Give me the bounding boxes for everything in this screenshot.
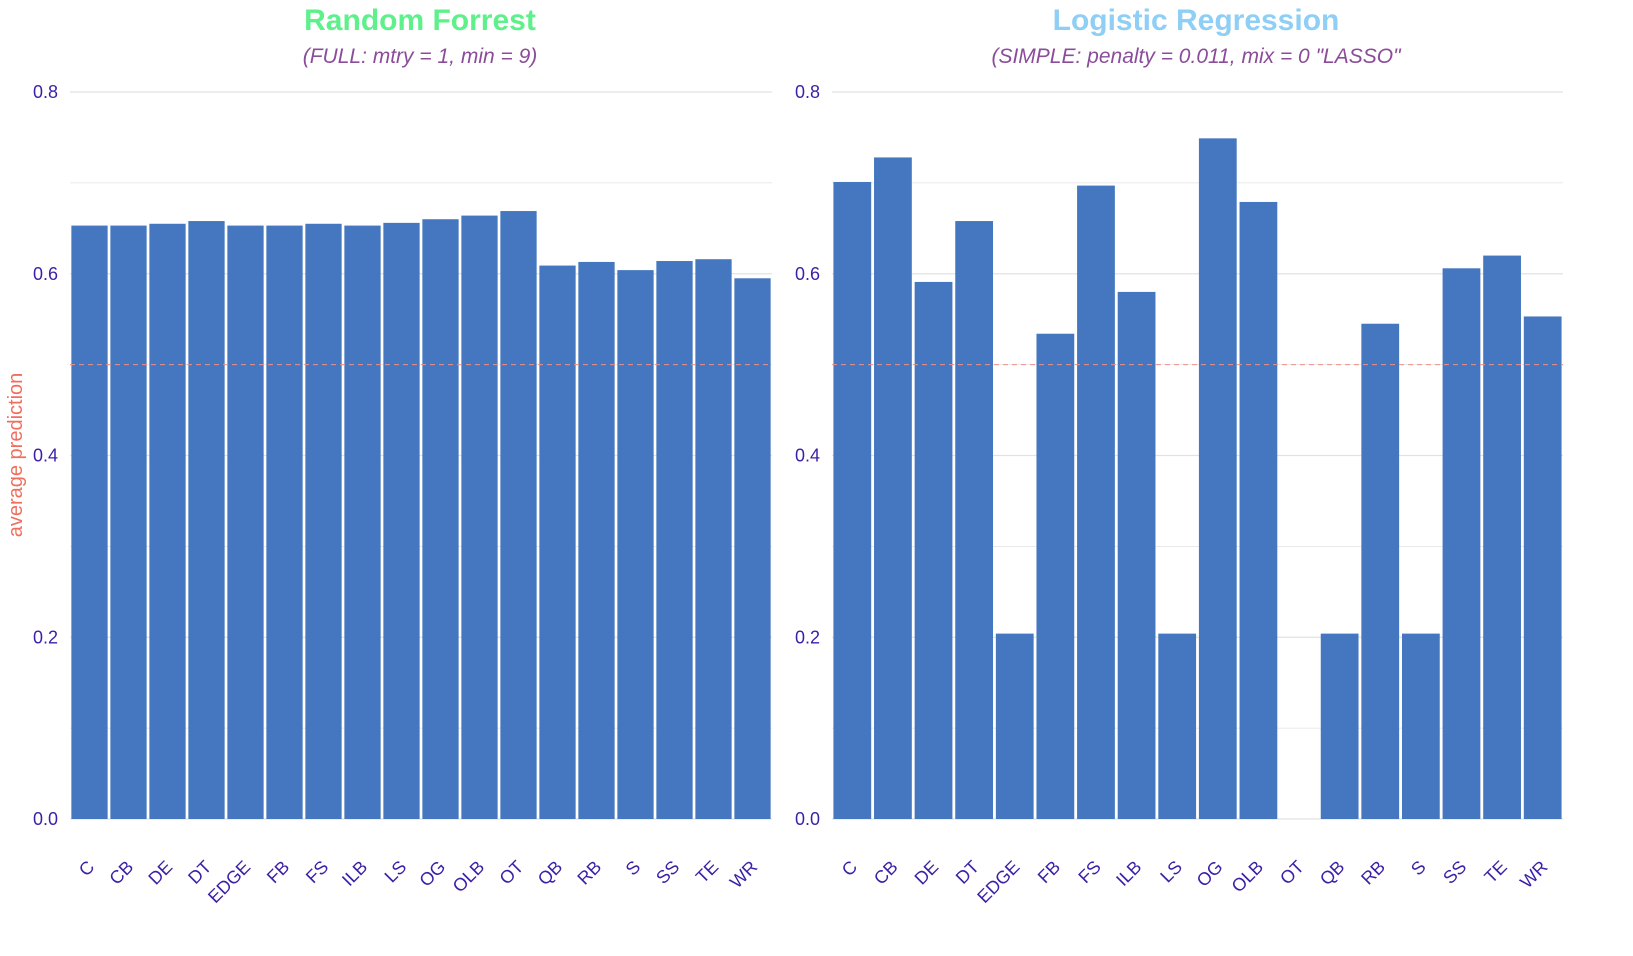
x-tick-label: OT [496,857,528,889]
bar-fs [1077,185,1115,819]
bar-wr [1523,316,1562,819]
bar-og [1198,138,1237,819]
bar-og [422,219,459,820]
x-tick-label: S [622,857,645,880]
bar-edge [227,225,264,819]
x-tick-label: CB [105,857,137,889]
y-tick-labels: 0.0 0.2 0.4 0.6 0.8 [795,82,820,829]
x-tick-label: SS [652,857,683,888]
bar-s [617,270,654,819]
x-tick-label: FS [1074,857,1104,887]
bar-ss [1442,268,1481,819]
bar-olb [461,215,498,820]
panel-logistic-regression: Logistic Regression (SIMPLE: penalty = 0… [795,4,1563,907]
bar-c [71,225,108,819]
x-tick-label: OLB [449,857,489,897]
x-tick-label: OT [1276,857,1308,889]
x-tick-label: QB [534,857,567,890]
panel-random-forrest: Random Forrest (FULL: mtry = 1, min = 9)… [33,4,772,907]
bar-te [1483,255,1521,819]
y-tick-label: 0.0 [795,809,820,829]
x-tick-label: C [838,857,861,880]
y-tick-label: 0.0 [33,809,58,829]
y-tick-label: 0.2 [33,627,58,647]
x-tick-label: S [1407,857,1430,880]
x-tick-label: OG [1193,857,1227,891]
bar-de [149,223,186,820]
bar-ilb [344,225,381,819]
x-tick-label: DE [911,857,943,889]
bar-ls [383,222,420,820]
x-tick-label: TE [692,857,722,887]
bar-qb [1320,633,1359,819]
bar-de [914,281,953,820]
x-tick-label: EDGE [973,857,1023,907]
x-tick-label: EDGE [204,857,254,907]
bar-olb [1239,201,1278,820]
bar-te [695,259,732,820]
x-tick-label: SS [1439,857,1470,888]
x-tick-label: QB [1316,857,1349,890]
panel-subtitle: (FULL: mtry = 1, min = 9) [303,45,538,68]
y-tick-label: 0.8 [33,82,58,102]
bar-s [1401,633,1440,819]
x-tick-label: DE [144,857,176,889]
x-tick-label: C [75,857,98,880]
bar-cb [110,225,147,819]
x-tick-label: DT [184,857,215,888]
bar-fb [266,225,303,819]
x-tick-label: TE [1480,857,1510,887]
x-tick-label: FS [302,857,332,887]
x-tick-label: WR [726,857,761,892]
x-tick-label: LS [381,857,411,887]
x-tick-label: WR [1516,857,1551,892]
x-tick-label: ILB [338,857,371,890]
x-tick-label: OLB [1228,857,1268,897]
bar-edge [995,633,1034,819]
y-tick-label: 0.6 [795,264,820,284]
bar-fb [1036,333,1075,819]
y-axis-label: average prediction [5,373,27,538]
x-tick-label: ILB [1112,857,1145,890]
x-tick-label: FB [1034,857,1064,887]
x-tick-label: FB [263,857,293,887]
gridlines [832,91,1563,820]
x-tick-label: RB [1357,857,1389,889]
bar-qb [539,265,576,819]
panel-title: Logistic Regression [1053,4,1340,37]
bar-dt [955,221,994,820]
y-tick-label: 0.4 [795,446,820,466]
bar-rb [578,261,615,819]
panel-subtitle: (SIMPLE: penalty = 0.011, mix = 0 "LASSO… [991,45,1402,68]
x-tick-label: RB [573,857,605,889]
y-tick-label: 0.2 [795,627,820,647]
y-tick-label: 0.4 [33,446,58,466]
y-tick-labels: 0.0 0.2 0.4 0.6 0.8 [33,82,58,829]
bar-ls [1158,633,1197,819]
x-tick-label: OG [415,857,449,891]
x-tick-label: LS [1156,857,1186,887]
bar-fs [305,223,342,820]
bars [833,138,1562,820]
x-tick-label: DT [952,857,983,888]
panel-title: Random Forrest [304,4,536,37]
bar-ot [500,211,537,819]
y-tick-label: 0.8 [795,82,820,102]
bar-cb [874,157,912,819]
bar-ss [656,261,693,820]
bar-dt [188,221,225,820]
bar-wr [734,278,771,819]
bars [71,211,771,820]
bar-rb [1361,323,1400,819]
bar-ilb [1117,291,1156,819]
y-tick-label: 0.6 [33,264,58,284]
bar-c [833,181,872,819]
x-tick-label: CB [870,857,902,889]
